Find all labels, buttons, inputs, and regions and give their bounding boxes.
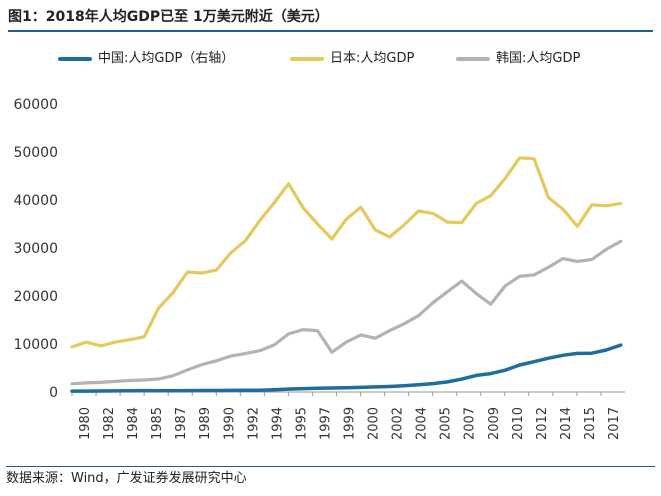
x-tick-label: 2010: [511, 407, 526, 440]
chart-legend: 中国:人均GDP（右轴） 日本:人均GDP 韩国:人均GDP: [58, 50, 658, 68]
x-tick-label: 2009: [487, 407, 502, 440]
x-tick-label: 1984: [126, 407, 141, 440]
y-tick-label: 40000: [13, 193, 58, 209]
x-tick-label: 1987: [174, 407, 189, 440]
x-tick-label: 1992: [246, 407, 261, 440]
x-tick-label: 1990: [222, 407, 237, 440]
x-tick-label: 1989: [198, 407, 213, 440]
line-chart: 0 10000 20000 30000 40000 50000 60000 1980 1982 1…: [13, 97, 625, 440]
x-tick-label: 2000: [367, 407, 382, 440]
x-tick-label: 1985: [150, 407, 165, 440]
series-line-china: [70, 343, 623, 393]
x-tick-label: 2002: [391, 407, 406, 440]
series-line-japan: [70, 156, 623, 349]
y-tick-label: 20000: [13, 289, 58, 305]
source-note: 数据来源：Wind，广发证券发展研究中心: [6, 466, 655, 491]
x-tick-label: 2004: [415, 407, 430, 440]
x-tick-label: 2014: [559, 407, 574, 440]
x-tick-label: 2005: [439, 407, 454, 440]
x-tick-label: 1980: [78, 407, 93, 440]
x-tick-label: 2012: [535, 407, 550, 440]
x-tick-label: 1982: [102, 407, 117, 440]
x-tick-label: 1997: [318, 407, 333, 440]
x-tick-label: 2017: [607, 407, 622, 440]
y-tick-label: 50000: [13, 145, 58, 161]
y-tick-label: 60000: [13, 97, 58, 113]
series-line-korea: [70, 239, 623, 386]
legend-swatch-japan: [290, 57, 324, 61]
legend-swatch-korea: [456, 57, 490, 61]
legend-label-korea: 韩国:人均GDP: [496, 51, 581, 66]
legend-swatch-china: [58, 57, 92, 61]
y-tick-label: 30000: [13, 241, 58, 257]
legend-label-china: 中国:人均GDP（右轴）: [98, 51, 235, 66]
legend-label-japan: 日本:人均GDP: [330, 51, 415, 66]
y-tick-label: 10000: [13, 337, 58, 353]
x-tick-label: 1999: [343, 407, 358, 440]
x-tick-label: 1995: [294, 407, 309, 440]
x-tick-label: 2015: [583, 407, 598, 440]
y-tick-label: 0: [49, 385, 58, 401]
chart-title: 图1：2018年人均GDP已至 1万美元附近（美元）: [8, 4, 653, 32]
x-tick-label: 1994: [270, 407, 285, 440]
x-tick-label: 2007: [463, 407, 478, 440]
